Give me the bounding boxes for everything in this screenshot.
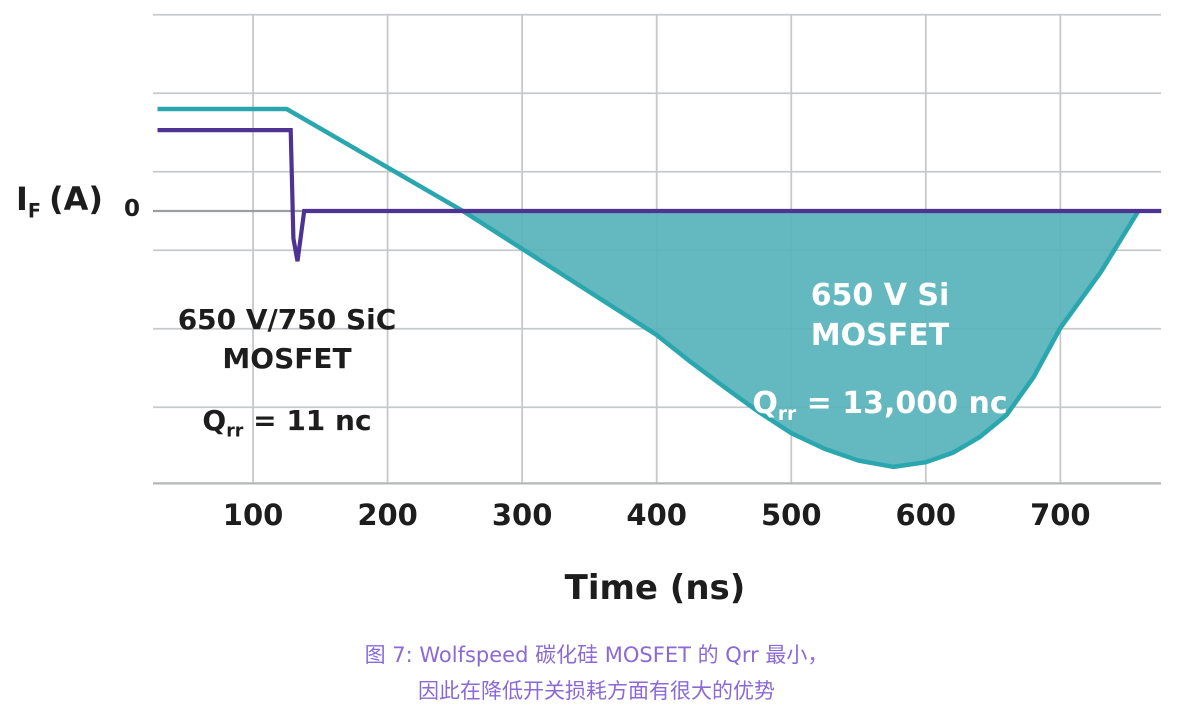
- sic-label-line2: MOSFET: [222, 342, 352, 375]
- sic-label-line1: 650 V/750 SiC: [177, 303, 397, 336]
- qrr-symbol: Q: [202, 404, 227, 437]
- si-qrr-value: Qrr = 13,000 nc: [730, 386, 1030, 425]
- qrr-symbol: Q: [752, 386, 778, 421]
- si-label-line1: 650 V Si: [810, 278, 950, 313]
- figure-caption-line2: 因此在降低开关损耗方面有很大的优势: [418, 679, 775, 703]
- y-axis-title: IF (A): [16, 180, 146, 222]
- x-axis-title: Time (ns): [564, 568, 746, 608]
- si-mosfet-curve: [157, 106, 1141, 470]
- figure-caption-line1: 图 7: Wolfspeed 碳化硅 MOSFET 的 Qrr 最小，: [364, 643, 829, 667]
- si-annotation-label: 650 V Si MOSFET Qrr = 13,000 nc: [730, 276, 1030, 425]
- sic-mosfet-curve: [157, 128, 1162, 262]
- si-label-line2: MOSFET: [810, 318, 950, 353]
- si-recovery-fill-area: [462, 211, 1139, 467]
- y-axis-subscript: F: [27, 199, 42, 223]
- sic-qrr-value: Qrr = 11 nc: [154, 404, 420, 442]
- y-axis-symbol: I: [16, 180, 28, 218]
- y-zero-tick-label: 0: [123, 196, 140, 222]
- qrr-subscript: rr: [777, 404, 797, 425]
- qrr-number: = 11 nc: [243, 404, 372, 437]
- sic-annotation-box: 650 V/750 SiC MOSFET Qrr = 11 nc: [154, 288, 420, 455]
- qrr-number: = 13,000 nc: [796, 386, 1008, 421]
- qrr-subscript: rr: [226, 421, 244, 442]
- y-axis-unit: (A): [49, 180, 104, 218]
